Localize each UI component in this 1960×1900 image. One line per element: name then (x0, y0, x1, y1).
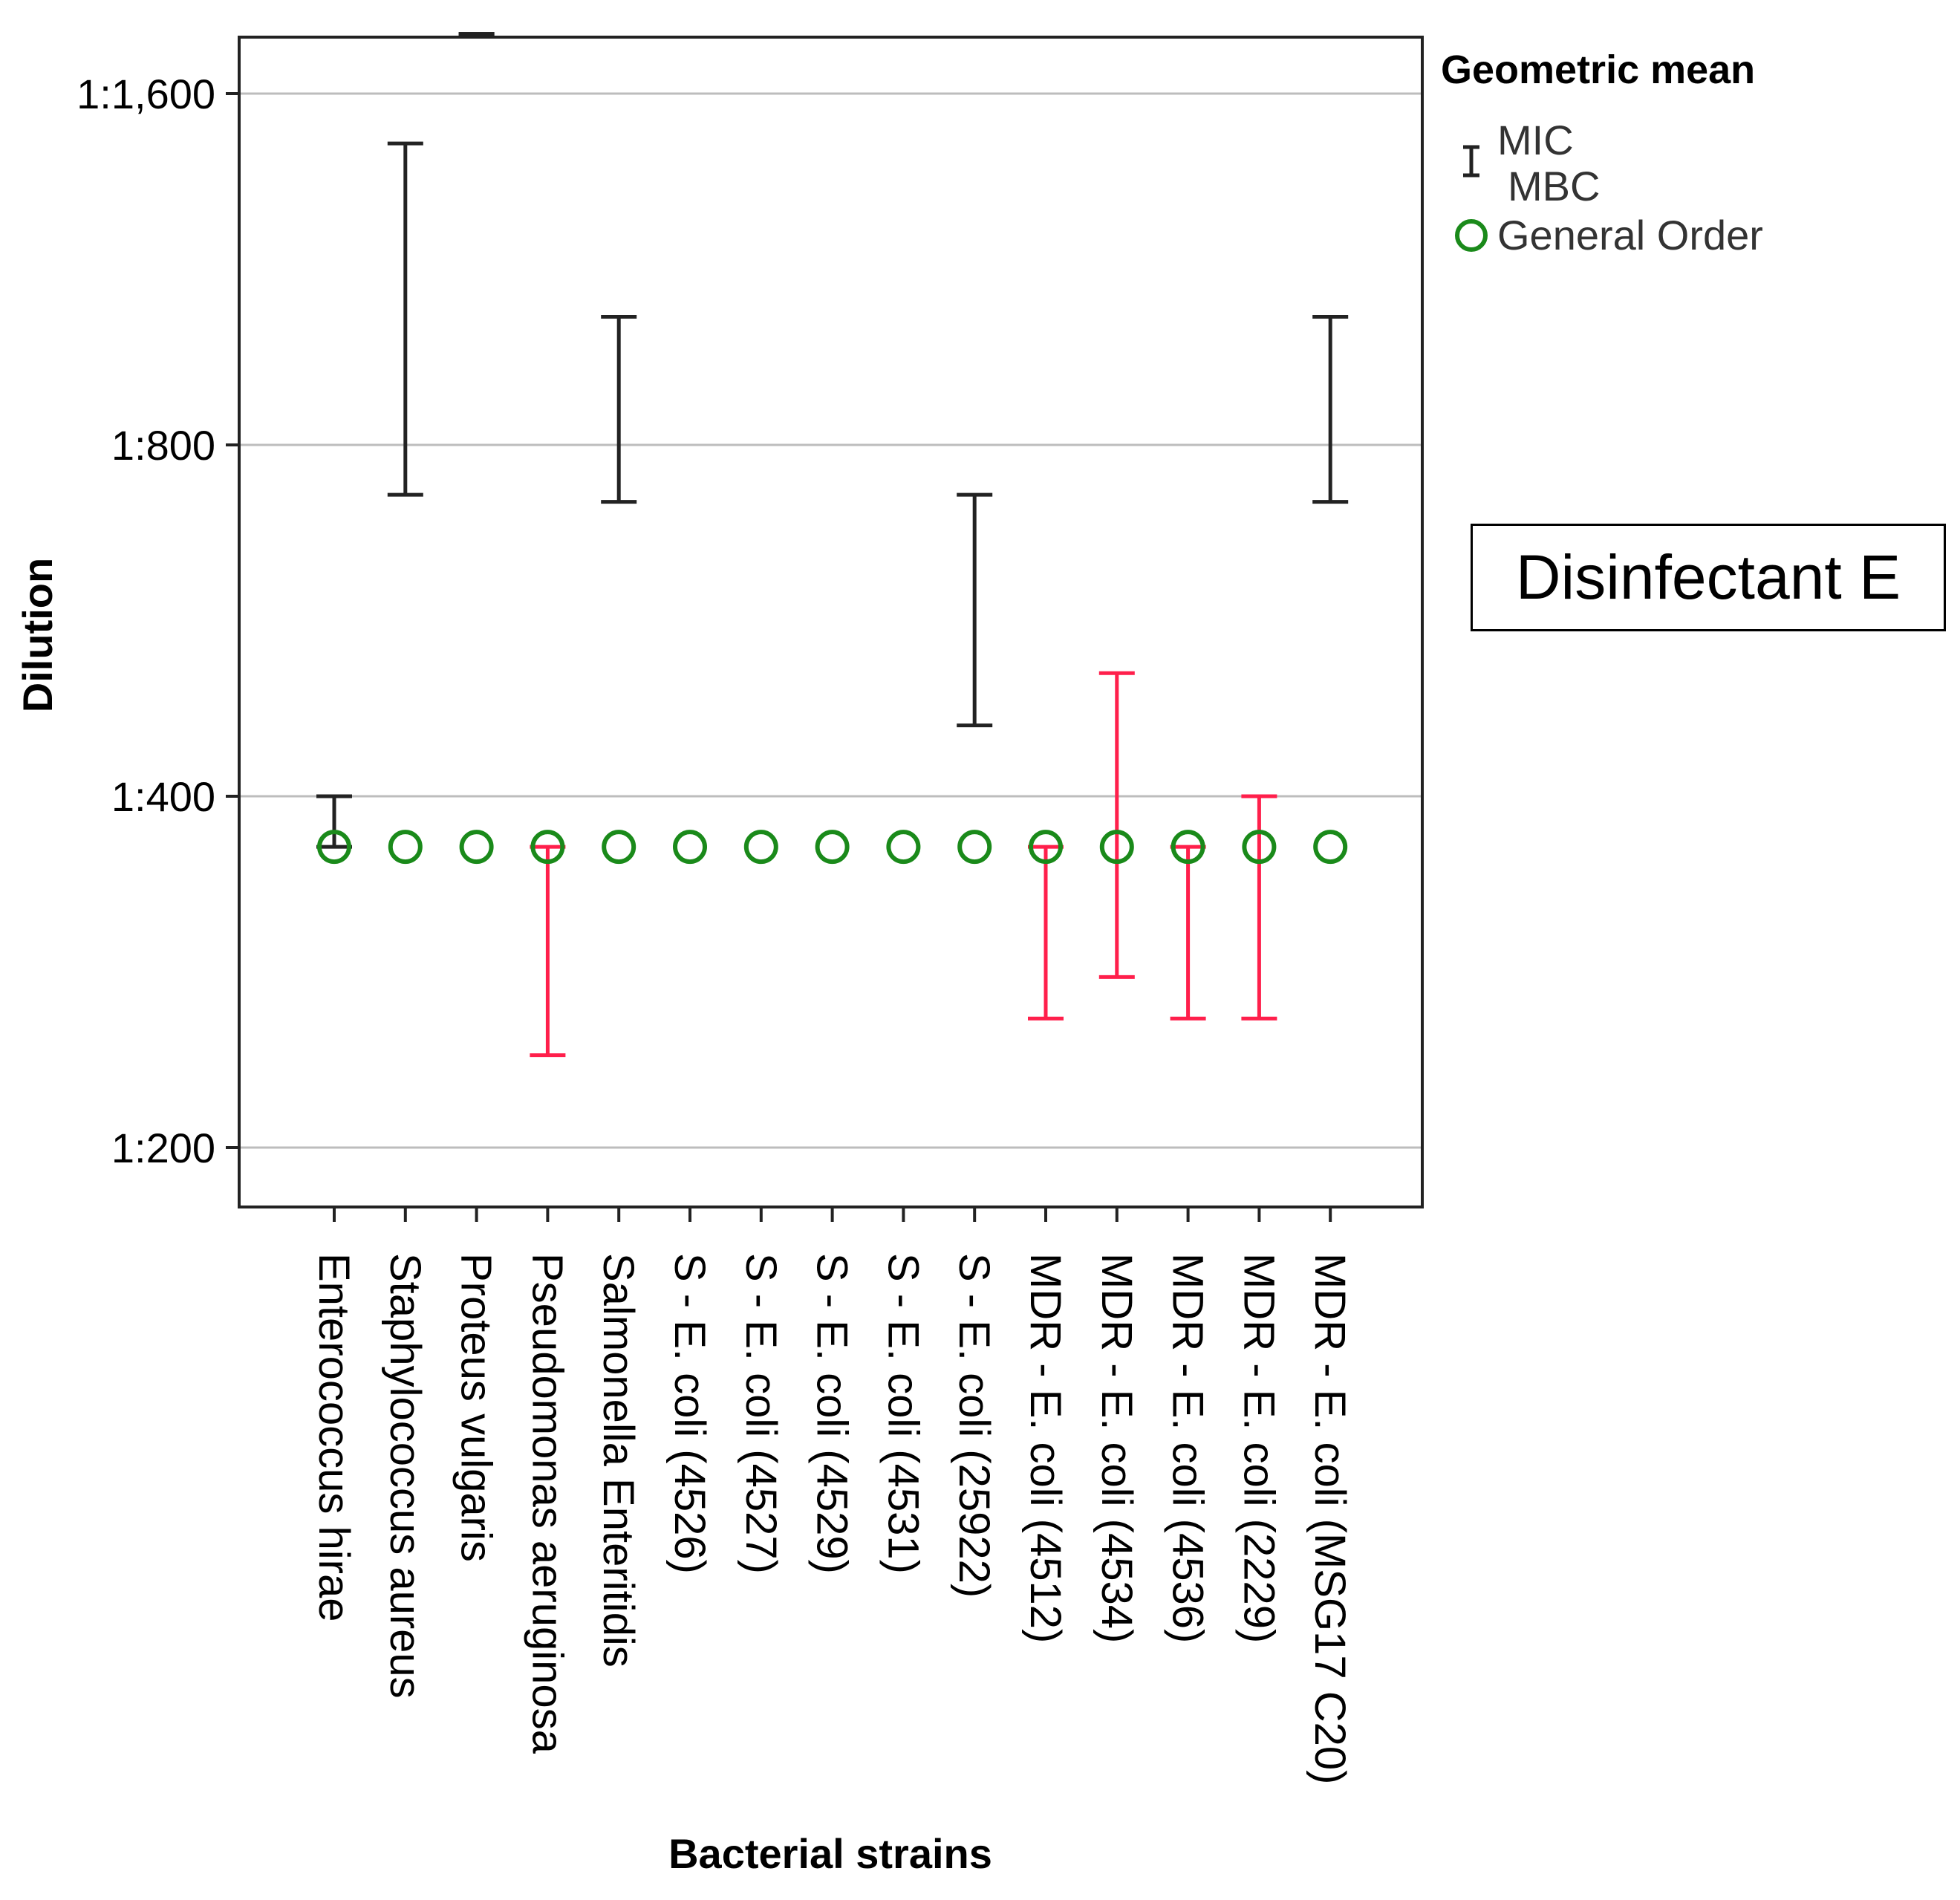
legend-title: Geometric mean (1441, 48, 1755, 92)
error-bar (601, 315, 637, 504)
plot-frame (238, 36, 1424, 1208)
general-order-marker (602, 830, 636, 865)
category-label: S - E. coli (4526) (665, 1253, 714, 1574)
legend-label-mic: MIC (1497, 117, 1574, 163)
legend-label-mbc: MBC (1508, 163, 1600, 209)
general-order-marker (1171, 830, 1205, 865)
legend: Geometric mean MIC MBC General Order (1441, 48, 1763, 258)
general-order-marker (1099, 830, 1134, 865)
category-label: Proteus vulgaris (452, 1253, 501, 1562)
category-label: MDR - E. coli (2229) (1234, 1253, 1283, 1643)
category-label: Salmonella Enteritidis (594, 1253, 642, 1668)
error-bar (1028, 845, 1064, 1021)
category-label: Pseudomonas aeruginosa (523, 1253, 571, 1754)
error-bar (1170, 845, 1206, 1021)
error-bar (316, 794, 352, 849)
category-label: MDR - E. coli (MSG17 C20) (1306, 1253, 1354, 1784)
general-order-marker (886, 830, 921, 865)
disinfectant-label: Disinfectant E (1471, 524, 1946, 631)
category-label: MDR - E. coli (4534) (1093, 1253, 1141, 1643)
category-label: S - E. coli (4529) (808, 1253, 856, 1574)
error-bar (1241, 794, 1277, 1021)
x-axis-title: Bacterial strains (668, 1830, 992, 1877)
error-bars (316, 32, 1349, 1058)
error-bar (1312, 315, 1349, 504)
circle-icon (1455, 219, 1488, 252)
general-order-marker (388, 830, 423, 865)
general-order-marker (673, 830, 707, 865)
x-axis-ticks (333, 1207, 1332, 1222)
general-order-marker (317, 830, 351, 865)
general-order-marker (459, 830, 494, 865)
general-order-markers (317, 830, 1348, 865)
error-bar (530, 845, 566, 1058)
category-label: Enterococcus hirae (310, 1253, 358, 1621)
y-tick-label: 1:400 (111, 773, 215, 820)
general-order-marker (1242, 830, 1277, 865)
category-label: S - E. coli (4531) (879, 1253, 927, 1574)
general-order-marker (1313, 830, 1348, 865)
gridlines (239, 92, 1422, 1149)
category-label: MDR - E. coli (4536) (1164, 1253, 1212, 1643)
category-labels: Enterococcus hirae Staphylococcus aureus P… (310, 1253, 1354, 1784)
category-label: MDR - E. coli (4512) (1021, 1253, 1069, 1643)
general-order-marker (1029, 830, 1063, 865)
legend-label-general-order: General Order (1497, 212, 1763, 258)
y-axis-title: Dilution (14, 558, 61, 712)
error-bar (1098, 671, 1135, 979)
y-tick-label: 1:800 (111, 422, 215, 469)
general-order-marker (743, 830, 778, 865)
category-label: Staphylococcus aureus (381, 1253, 429, 1699)
category-label: S - E. coli (25922) (950, 1253, 998, 1598)
error-bar (387, 141, 423, 497)
category-label: S - E. coli (4527) (737, 1253, 785, 1574)
general-order-marker (530, 830, 565, 865)
y-tick-label: 1:1,600 (76, 71, 215, 117)
y-axis-ticks: 1:200 1:400 1:800 1:1,600 (76, 71, 239, 1171)
error-bar-icon (1463, 145, 1479, 178)
general-order-marker (815, 830, 850, 865)
general-order-marker (957, 830, 992, 865)
y-tick-label: 1:200 (111, 1125, 215, 1171)
error-bar (957, 492, 993, 728)
